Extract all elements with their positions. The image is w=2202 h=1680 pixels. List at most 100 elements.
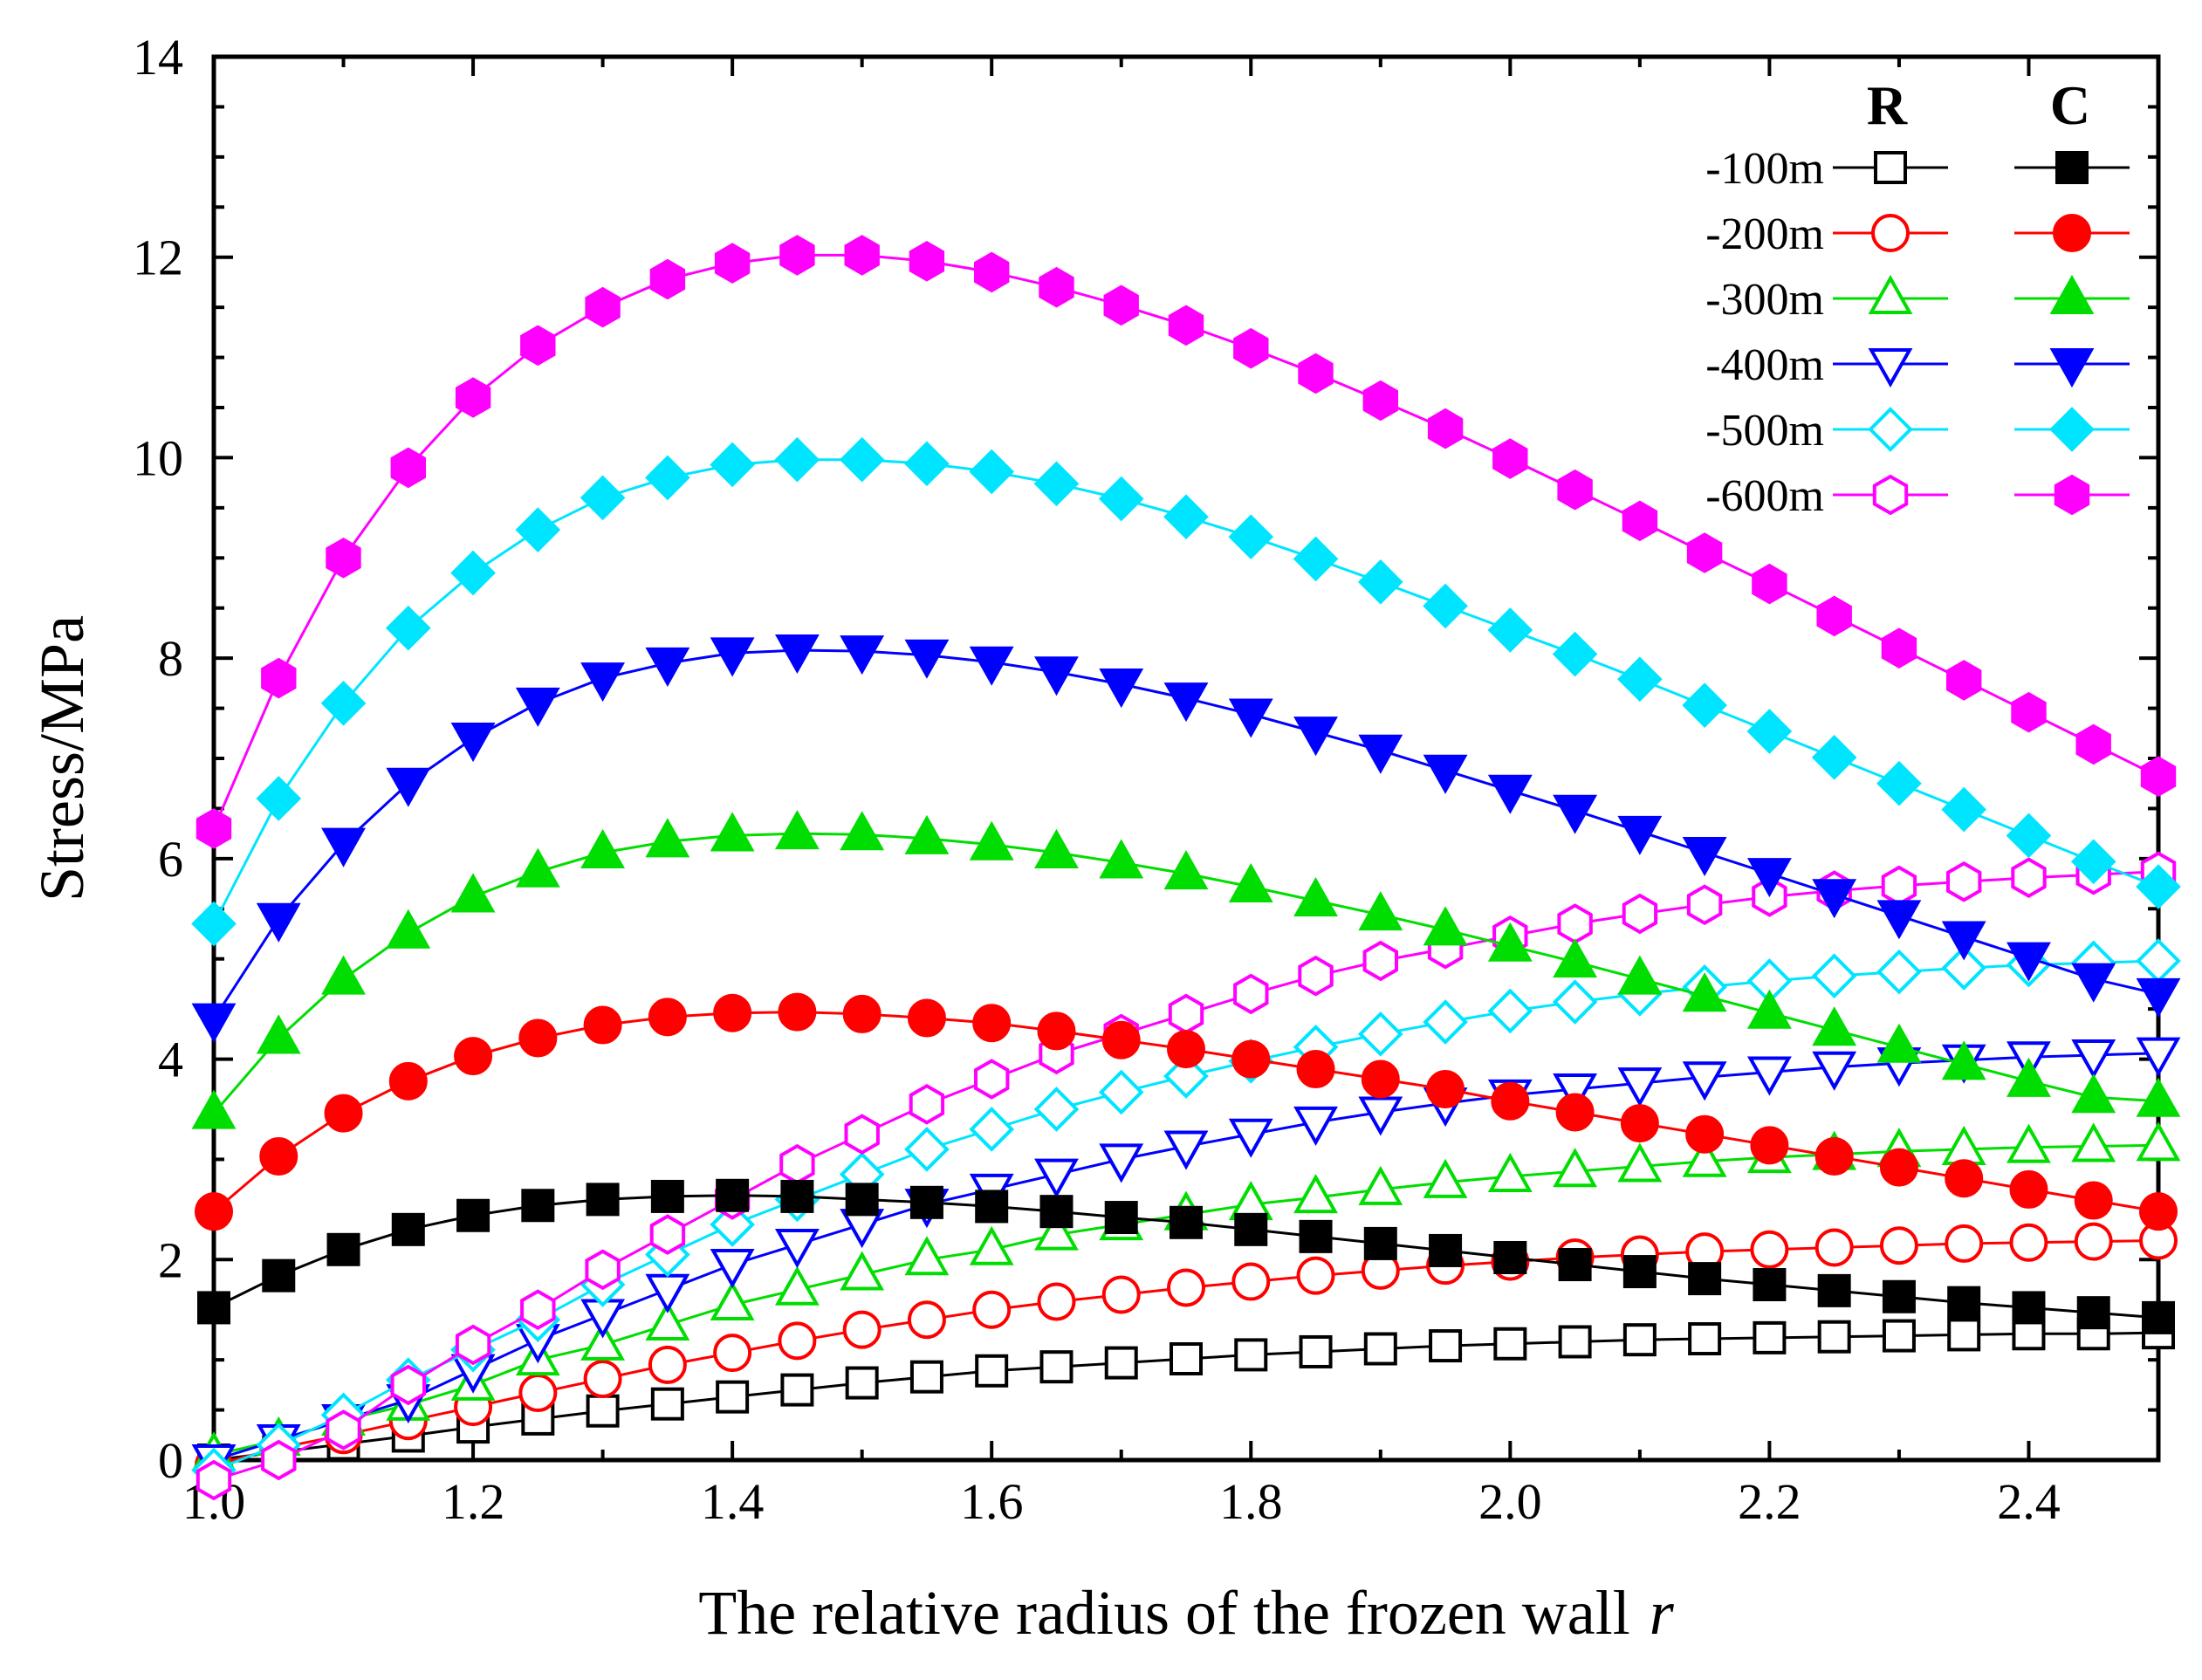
legend: R C -100m -200m -300m -400m -500m -600m <box>1705 74 2130 521</box>
C-point <box>1104 1201 1138 1235</box>
R-point <box>974 1059 1010 1100</box>
C-point <box>904 639 950 679</box>
C-point <box>454 1037 493 1076</box>
C-point <box>1361 1059 1400 1099</box>
C-point <box>1876 760 1922 806</box>
R-point <box>1099 1143 1144 1183</box>
C-point <box>1487 774 1533 814</box>
C-point <box>1682 836 1727 877</box>
C-point <box>1037 1011 1076 1051</box>
C-point <box>645 818 690 858</box>
C-point <box>648 998 687 1037</box>
R-point <box>649 1214 686 1255</box>
C-point <box>1685 1114 1725 1154</box>
R-point <box>774 1265 820 1306</box>
C-point <box>1620 1104 1659 1143</box>
C-point <box>1682 682 1727 728</box>
R-point <box>2006 1123 2051 1163</box>
C-point <box>1098 476 1144 522</box>
x-tick-label: 1.8 <box>1219 1473 1283 1530</box>
C-point <box>1293 536 1339 582</box>
C-point <box>2071 963 2116 1003</box>
y-tick-label: 4 <box>158 1032 183 1088</box>
C-point <box>972 1004 1012 1043</box>
R-point <box>1941 945 1987 991</box>
R-point <box>1429 1329 1463 1363</box>
C-point <box>713 993 752 1032</box>
C-point <box>1493 1240 1527 1274</box>
R-point <box>1682 1061 1727 1101</box>
C-point <box>1941 921 1986 961</box>
R-point <box>1947 1318 1981 1352</box>
C-point <box>1817 1273 1851 1307</box>
R-point <box>904 1236 950 1276</box>
R-point <box>648 1345 687 1384</box>
R-point <box>778 1321 817 1361</box>
C-point <box>1746 989 1792 1029</box>
R-point <box>196 1459 232 1501</box>
R-point <box>1622 893 1658 935</box>
C-point <box>1947 1286 1981 1320</box>
C-point <box>1293 717 1338 757</box>
C-point <box>1429 1233 1463 1267</box>
C-point <box>1163 850 1209 890</box>
R-point <box>585 1249 621 1291</box>
R-point <box>774 1229 820 1269</box>
C-point <box>1423 754 1468 794</box>
C-point <box>1750 1126 1789 1165</box>
C-point <box>904 814 950 854</box>
R-point <box>1686 884 1723 926</box>
y-tick-label: 10 <box>133 429 183 486</box>
R-point <box>1746 1056 1792 1096</box>
legend-marker-c <box>2049 348 2095 388</box>
R-point <box>583 1359 622 1398</box>
C-point <box>1814 1136 1854 1176</box>
C-point <box>2074 1181 2113 1220</box>
C-point <box>1358 891 1403 931</box>
C-point <box>716 1178 750 1212</box>
R-point <box>650 1387 684 1421</box>
C-point <box>1617 656 1663 703</box>
C-point <box>1946 660 1982 701</box>
C-point <box>326 1232 360 1266</box>
C-point <box>518 1018 558 1058</box>
R-point <box>2071 1122 2116 1162</box>
C-point <box>840 635 885 675</box>
C-point <box>1163 494 1209 540</box>
C-point <box>969 820 1014 861</box>
R-point <box>975 1354 1009 1388</box>
C-point <box>2136 1077 2181 1117</box>
R-point <box>1750 1230 1789 1269</box>
R-point <box>1362 940 1398 982</box>
R-point <box>2136 938 2181 984</box>
C-point <box>1039 1195 1074 1229</box>
legend-label: -200m <box>1705 209 1824 259</box>
R-point <box>518 1374 558 1413</box>
C-point <box>1688 1262 1722 1296</box>
C-point <box>1423 906 1468 946</box>
R-point <box>1493 1327 1527 1361</box>
C-point <box>191 1003 237 1043</box>
R-point <box>1557 903 1593 944</box>
C-point <box>1298 353 1334 394</box>
C-point <box>1816 595 1852 637</box>
C-point <box>1362 380 1398 422</box>
C-point <box>1553 794 1598 834</box>
R-point <box>1622 1323 1657 1357</box>
C-point <box>2142 1300 2175 1334</box>
C-point <box>1487 922 1533 962</box>
C-point <box>1557 469 1593 511</box>
x-axis-title-text: The relative radius of the frozen wall <box>698 1578 1630 1648</box>
C-point <box>1163 682 1209 723</box>
R-point <box>909 1360 943 1394</box>
C-point <box>1168 305 1204 346</box>
R-point <box>909 1083 945 1125</box>
R-point <box>1487 988 1533 1034</box>
R-series-200m <box>195 1221 2178 1485</box>
R-point <box>969 1225 1014 1265</box>
y-tick-label: 8 <box>158 630 183 687</box>
C-point <box>326 537 361 579</box>
C-point <box>1492 438 1528 479</box>
legend-marker-c <box>2054 474 2090 516</box>
